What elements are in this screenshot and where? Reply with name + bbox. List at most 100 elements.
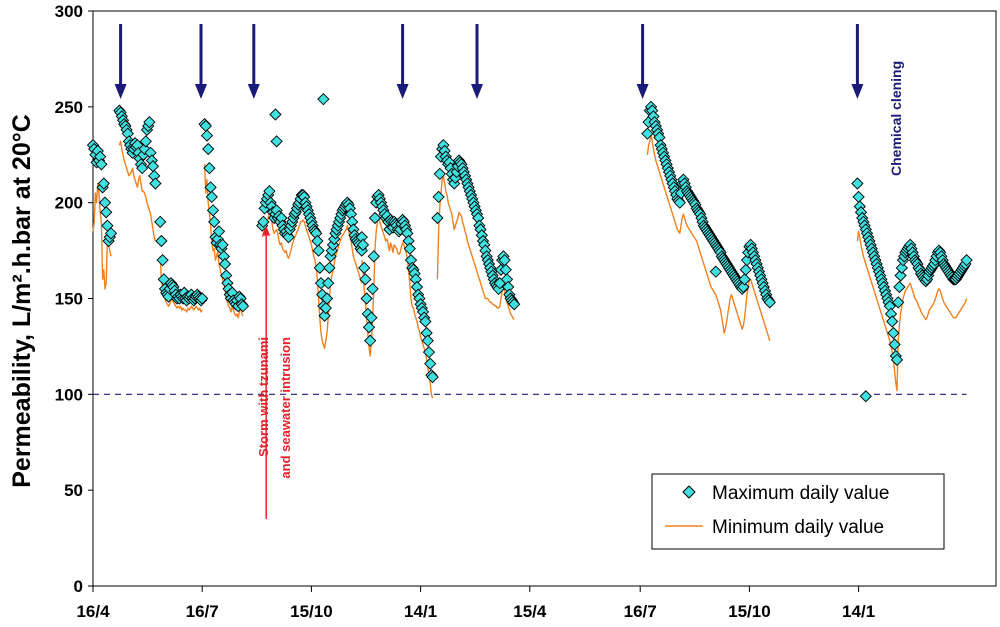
max-point (432, 190, 445, 204)
max-point (328, 232, 341, 246)
max-point (355, 244, 368, 257)
chemical-cleaning-label: Chemical clening (888, 61, 904, 176)
max-point (356, 238, 370, 251)
max-point (368, 211, 382, 225)
max-point (403, 242, 416, 255)
max-point (318, 309, 331, 322)
legend-max-label: Maximum daily value (712, 483, 889, 504)
max-point (326, 238, 340, 251)
max-point (212, 225, 226, 238)
y-tick-label: 100 (55, 385, 83, 404)
max-point (196, 292, 209, 305)
max-point (149, 177, 162, 190)
max-point (358, 261, 371, 274)
y-axis-label: Permeability, L/m².h.bar at 20°C (8, 114, 36, 488)
max-point (366, 282, 379, 296)
max-point (893, 280, 906, 294)
max-point (673, 196, 686, 209)
x-tick-label: 16/7 (186, 602, 219, 621)
max-point (431, 211, 444, 225)
max-point (206, 204, 220, 217)
x-tick-label: 15/10 (728, 602, 771, 621)
max-point (709, 265, 722, 278)
cleaning-arrow-head (114, 84, 127, 99)
max-point (154, 215, 167, 228)
legend-max-marker (682, 485, 696, 499)
legend: Maximum daily value Minimum daily value (651, 473, 945, 550)
storm-arrowhead (262, 225, 271, 236)
max-point (894, 269, 907, 282)
max-point (104, 227, 118, 240)
max-point (323, 261, 336, 274)
max-point (139, 135, 152, 148)
max-point (362, 321, 376, 334)
x-tick-label: 15/4 (513, 602, 547, 621)
y-tick-label: 300 (55, 2, 83, 21)
min-series-line (261, 211, 363, 349)
max-point (641, 127, 654, 140)
cleaning-arrow-head (851, 84, 864, 99)
max-point (433, 167, 446, 181)
storm-annotation: Storm with tzunami and seawater intrusio… (256, 225, 293, 519)
max-point (322, 277, 335, 290)
min-series-line (118, 140, 157, 242)
max-point (424, 357, 437, 370)
max-point (155, 234, 168, 248)
max-point (97, 177, 110, 190)
max-point (216, 238, 229, 251)
y-tick-label: 200 (55, 194, 83, 213)
max-point (886, 315, 899, 328)
max-point (143, 116, 156, 129)
max-point (419, 315, 432, 328)
max-point (325, 244, 338, 257)
max-point (136, 162, 149, 175)
min-series-line (436, 175, 515, 320)
max-point (364, 334, 377, 347)
max-point (95, 158, 108, 171)
x-tick-label: 14/1 (404, 602, 437, 621)
max-point (359, 273, 372, 286)
max-point (360, 292, 373, 305)
max-point (218, 257, 232, 271)
max-point (890, 353, 904, 366)
min-series (92, 132, 968, 399)
x-tick-label: 14/1 (842, 602, 875, 621)
max-point (269, 108, 282, 121)
max-point (313, 261, 326, 274)
cleaning-arrow-head (396, 84, 409, 99)
cleaning-arrow-head (247, 84, 260, 99)
max-point (156, 254, 169, 267)
max-point (320, 292, 334, 305)
chemical-cleaning-arrows (114, 24, 864, 99)
max-point (888, 338, 901, 351)
max-point (257, 215, 270, 228)
max-point (365, 311, 378, 324)
max-point (324, 250, 337, 263)
max-point (887, 326, 900, 340)
max-point (270, 135, 283, 148)
max-point (851, 177, 864, 190)
max-series (86, 93, 973, 403)
max-point (202, 142, 215, 156)
max-point (282, 231, 295, 244)
max-point (508, 298, 521, 311)
x-tick-label: 16/7 (624, 602, 657, 621)
max-point (205, 190, 218, 204)
max-point (426, 370, 439, 384)
max-point (317, 93, 330, 106)
cleaning-arrow-head (471, 84, 483, 99)
y-tick-label: 50 (64, 481, 83, 500)
y-tick-label: 250 (55, 98, 83, 117)
max-point (763, 296, 776, 309)
max-point (739, 263, 752, 276)
max-point (738, 273, 751, 286)
x-tick-label: 16/4 (76, 602, 110, 621)
max-point (100, 206, 113, 219)
max-point (263, 185, 276, 198)
max-point (312, 244, 325, 257)
y-tick-label: 0 (74, 577, 83, 596)
storm-label-line1: Storm with tzunami (256, 337, 271, 457)
max-point (422, 346, 436, 359)
y-tick-label: 150 (55, 290, 83, 309)
